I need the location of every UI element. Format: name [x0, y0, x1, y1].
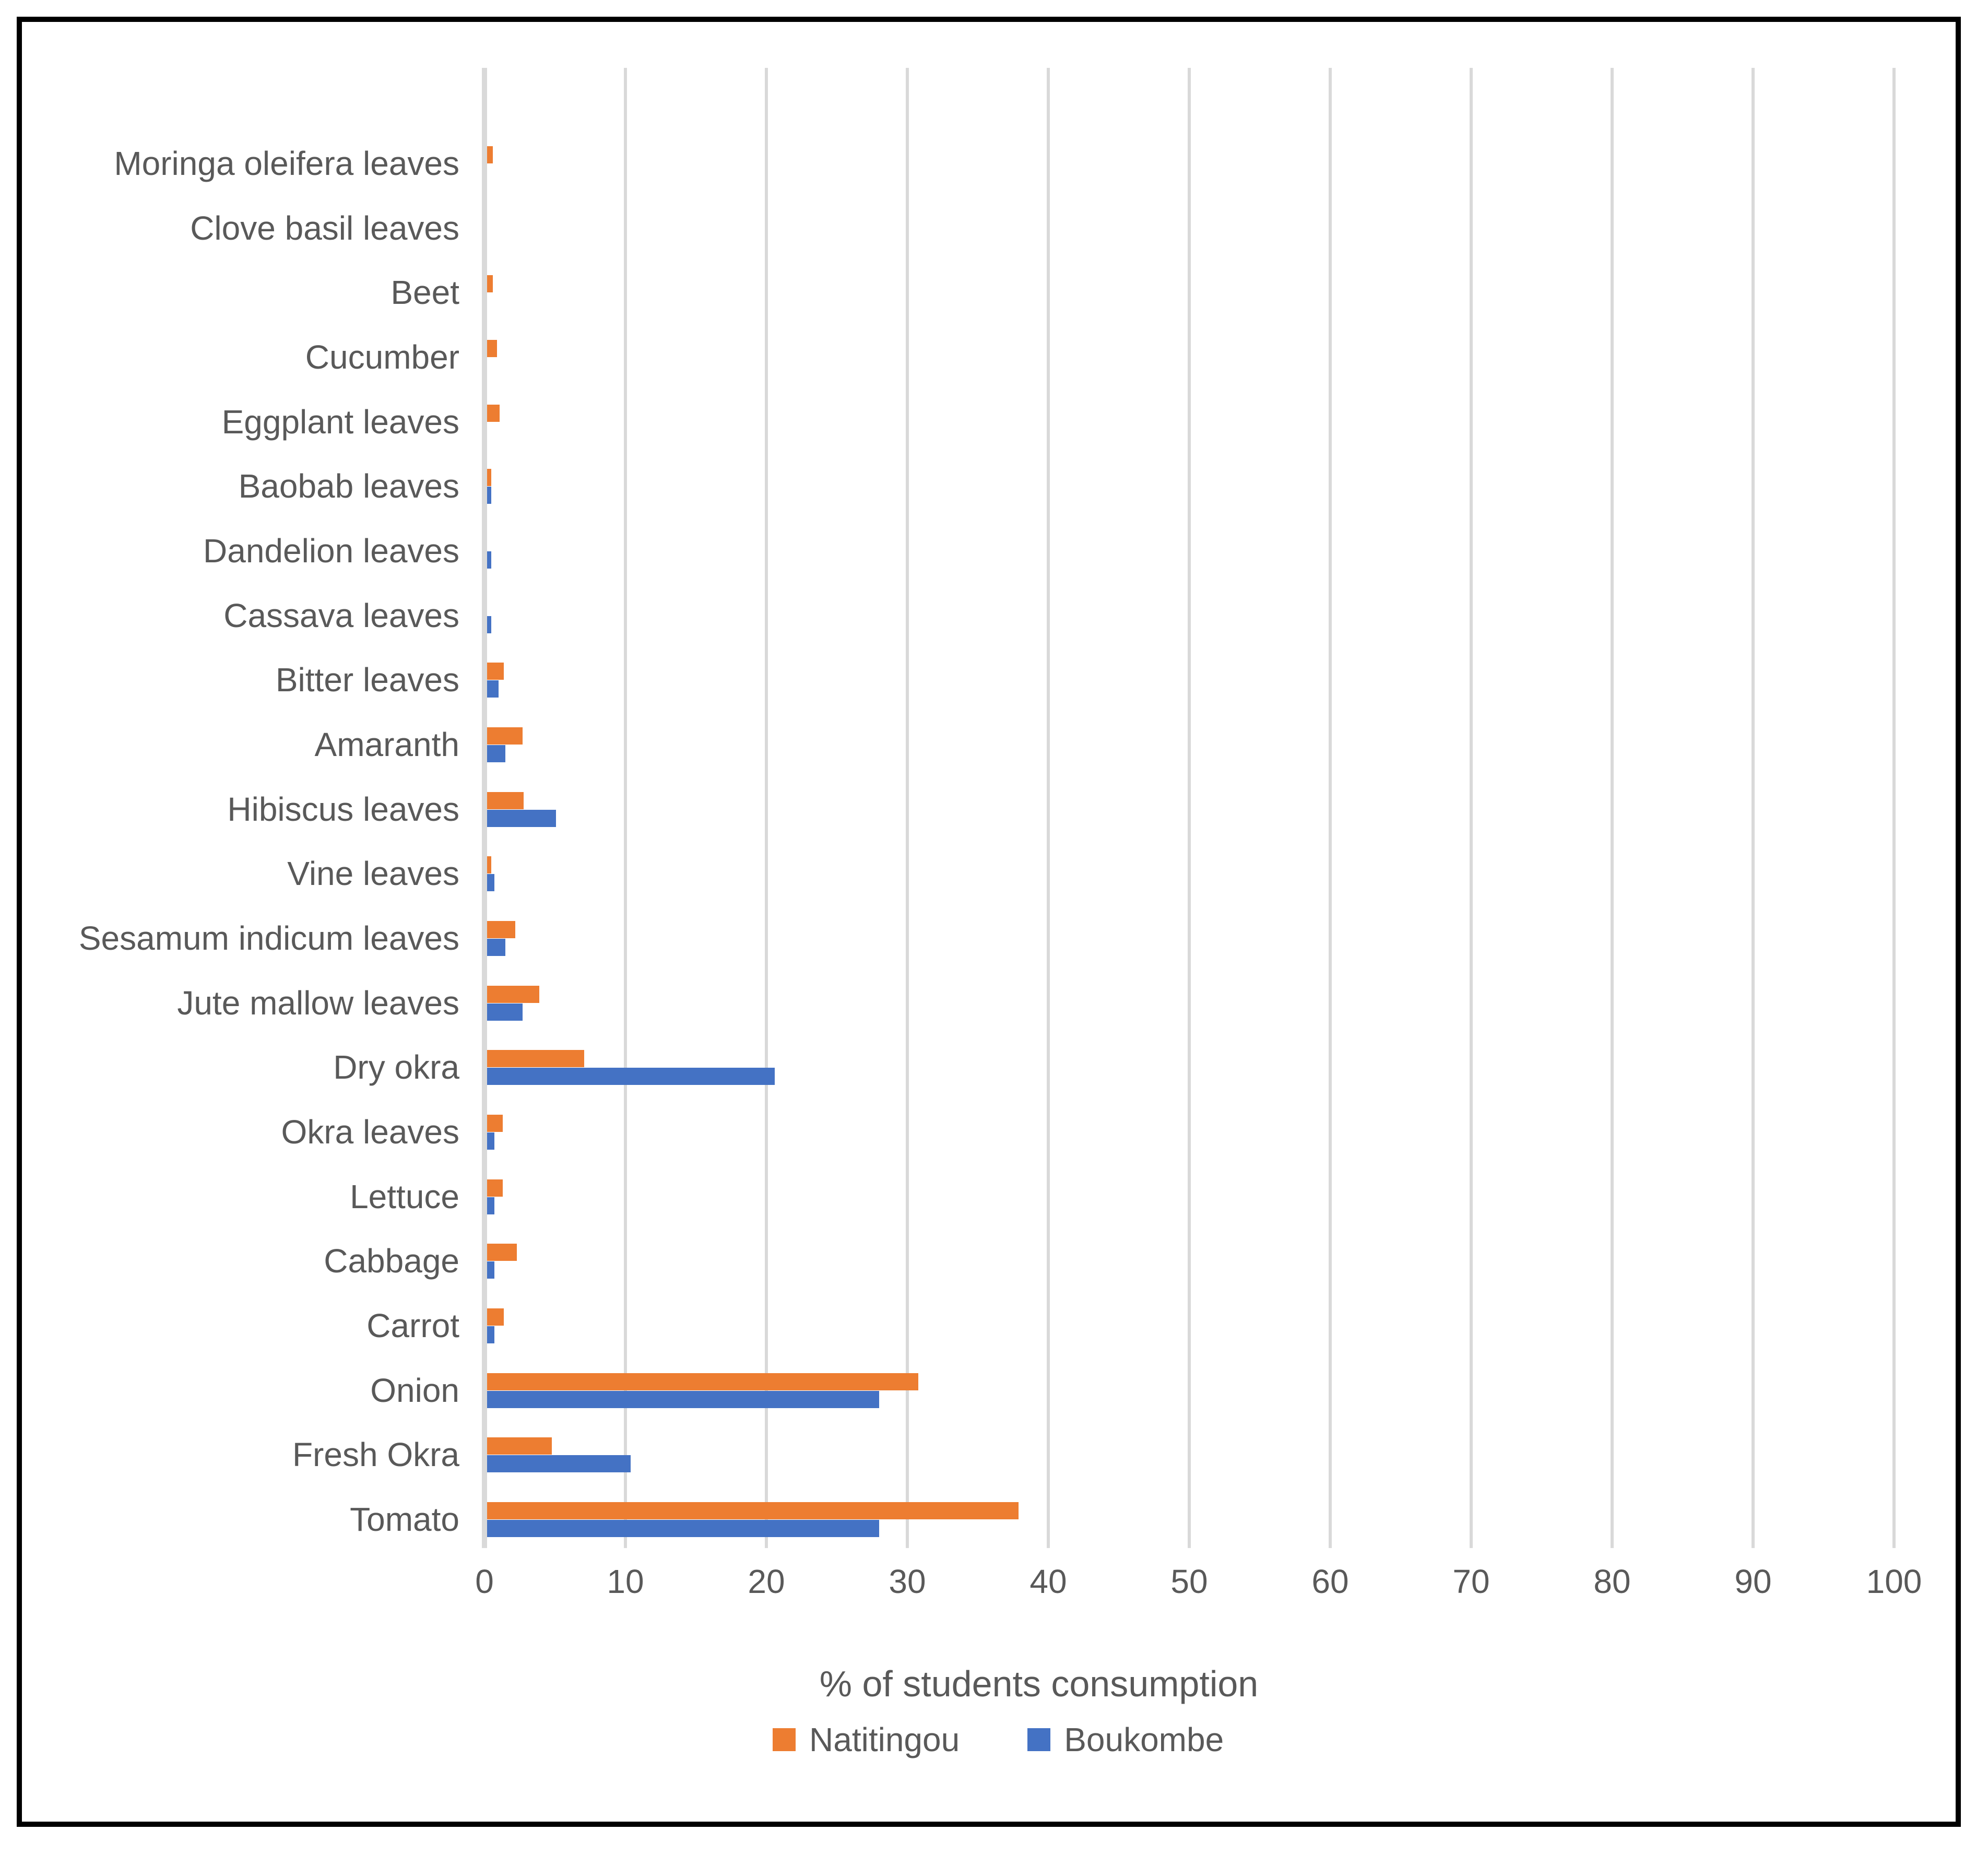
gridline — [1611, 68, 1614, 1548]
bar-natitingou — [487, 146, 493, 163]
x-tick-label: 0 — [475, 1563, 494, 1600]
bar-natitingou — [487, 727, 523, 745]
bar-boukombe — [487, 1068, 775, 1085]
bar-boukombe — [487, 1132, 494, 1150]
category-label: Clove basil leaves — [190, 209, 459, 247]
bar-boukombe — [487, 1326, 494, 1343]
legend-item-natitingou: Natitingou — [773, 1720, 960, 1759]
gridline — [1188, 68, 1191, 1548]
gridline — [1329, 68, 1332, 1548]
bar-boukombe — [487, 551, 491, 569]
gridline — [1470, 68, 1473, 1548]
x-tick-label: 10 — [607, 1563, 644, 1600]
bar-boukombe — [487, 745, 505, 762]
legend-swatch-natitingou-icon — [773, 1728, 796, 1751]
category-label: Jute mallow leaves — [177, 984, 459, 1022]
category-label: Vine leaves — [287, 855, 459, 892]
gridline — [624, 68, 627, 1548]
bar-boukombe — [487, 874, 494, 891]
bar-natitingou — [487, 1502, 1019, 1519]
bar-boukombe — [487, 810, 556, 827]
legend-swatch-boukombe-icon — [1027, 1728, 1051, 1751]
category-label: Carrot — [366, 1307, 459, 1344]
legend-label-natitingou: Natitingou — [809, 1721, 960, 1758]
category-label: Amaranth — [314, 726, 459, 763]
legend-item-boukombe: Boukombe — [1027, 1720, 1224, 1759]
legend-label-boukombe: Boukombe — [1064, 1721, 1224, 1758]
category-label: Moringa oleifera leaves — [114, 145, 459, 182]
x-tick-label: 90 — [1734, 1563, 1772, 1600]
bar-natitingou — [487, 275, 493, 292]
category-label: Onion — [370, 1372, 459, 1409]
bar-natitingou — [487, 1373, 918, 1390]
bar-boukombe — [487, 1003, 523, 1021]
bar-boukombe — [487, 616, 491, 633]
bar-natitingou — [487, 1308, 504, 1326]
gridline — [906, 68, 909, 1548]
x-tick-label: 70 — [1452, 1563, 1490, 1600]
bar-natitingou — [487, 921, 515, 938]
bar-natitingou — [487, 340, 497, 357]
category-label: Lettuce — [350, 1178, 459, 1215]
bar-natitingou — [487, 405, 500, 422]
x-tick-label: 100 — [1866, 1563, 1922, 1600]
bar-natitingou — [487, 792, 524, 809]
category-label: Bitter leaves — [275, 661, 459, 699]
bar-natitingou — [487, 1437, 552, 1455]
category-label: Cucumber — [305, 338, 459, 376]
bar-natitingou — [487, 1050, 584, 1067]
category-label: Dandelion leaves — [203, 532, 459, 570]
category-label: Sesamum indicum leaves — [78, 919, 459, 957]
x-tick-label: 80 — [1593, 1563, 1631, 1600]
bar-natitingou — [487, 856, 491, 873]
bar-natitingou — [487, 986, 539, 1003]
bar-boukombe — [487, 1455, 631, 1472]
bar-boukombe — [487, 1520, 879, 1537]
gridline — [1752, 68, 1755, 1548]
bar-boukombe — [487, 1197, 494, 1214]
bar-natitingou — [487, 1115, 503, 1132]
gridline — [1892, 68, 1896, 1548]
bar-boukombe — [487, 487, 491, 504]
x-tick-label: 30 — [889, 1563, 926, 1600]
bar-boukombe — [487, 680, 499, 698]
category-label: Hibiscus leaves — [227, 790, 459, 828]
x-tick-label: 20 — [748, 1563, 785, 1600]
gridline — [1047, 68, 1050, 1548]
bar-boukombe — [487, 1391, 879, 1408]
y-axis-line — [482, 68, 487, 1548]
bar-natitingou — [487, 1244, 517, 1261]
bar-boukombe — [487, 1261, 494, 1279]
category-label: Baobab leaves — [238, 467, 459, 505]
gridline — [765, 68, 768, 1548]
bar-natitingou — [487, 1179, 503, 1197]
bar-natitingou — [487, 469, 491, 486]
x-tick-label: 40 — [1030, 1563, 1067, 1600]
category-label: Okra leaves — [281, 1113, 459, 1151]
x-tick-label: 60 — [1311, 1563, 1349, 1600]
x-axis-title: % of students consumption — [819, 1663, 1259, 1704]
category-label: Tomato — [350, 1501, 459, 1538]
legend: Natitingou Boukombe — [773, 1720, 1224, 1759]
category-label: Cassava leaves — [223, 597, 459, 634]
category-label: Eggplant leaves — [221, 403, 459, 441]
category-label: Cabbage — [324, 1242, 459, 1280]
x-tick-label: 50 — [1170, 1563, 1208, 1600]
category-label: Dry okra — [333, 1048, 459, 1086]
category-label: Fresh Okra — [292, 1436, 459, 1473]
bar-boukombe — [487, 939, 505, 956]
bar-natitingou — [487, 663, 504, 680]
category-label: Beet — [390, 274, 459, 311]
